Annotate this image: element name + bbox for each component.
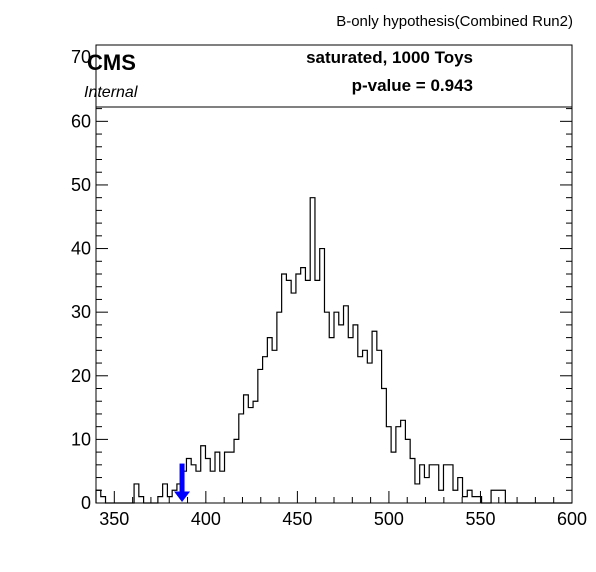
observed-value-arrow [174, 463, 191, 502]
legend-box [95, 44, 573, 108]
toy-histogram [95, 197, 572, 504]
y-tick-label: 60 [71, 111, 91, 131]
x-tick-label: 350 [99, 509, 129, 529]
legend-pvalue-label: p-value = 0.943 [352, 76, 473, 95]
chart-title: B-only hypothesis(Combined Run2) [336, 13, 573, 30]
y-tick-label-top: 70 [71, 47, 91, 67]
y-tick-label: 50 [71, 175, 91, 195]
x-tick-label: 450 [282, 509, 312, 529]
y-tick-label: 40 [71, 239, 91, 259]
x-tick-label: 500 [374, 509, 404, 529]
x-tick-label: 600 [557, 509, 587, 529]
x-tick-label: 550 [465, 509, 495, 529]
legend-toys-label: saturated, 1000 Toys [306, 48, 473, 67]
y-tick-label: 30 [71, 302, 91, 322]
y-axis-ticks: 0 10 20 30 40 50 60 [71, 44, 572, 513]
x-axis-ticks: 350 400 450 500 550 600 [95, 491, 587, 529]
y-tick-label: 10 [71, 429, 91, 449]
internal-label: Internal [84, 84, 138, 101]
plot-frame [95, 44, 573, 504]
cms-label: CMS [87, 50, 136, 75]
y-tick-label: 20 [71, 366, 91, 386]
observed-arrow-head [174, 491, 191, 502]
x-tick-label: 400 [191, 509, 221, 529]
y-tick-label: 0 [81, 493, 91, 513]
